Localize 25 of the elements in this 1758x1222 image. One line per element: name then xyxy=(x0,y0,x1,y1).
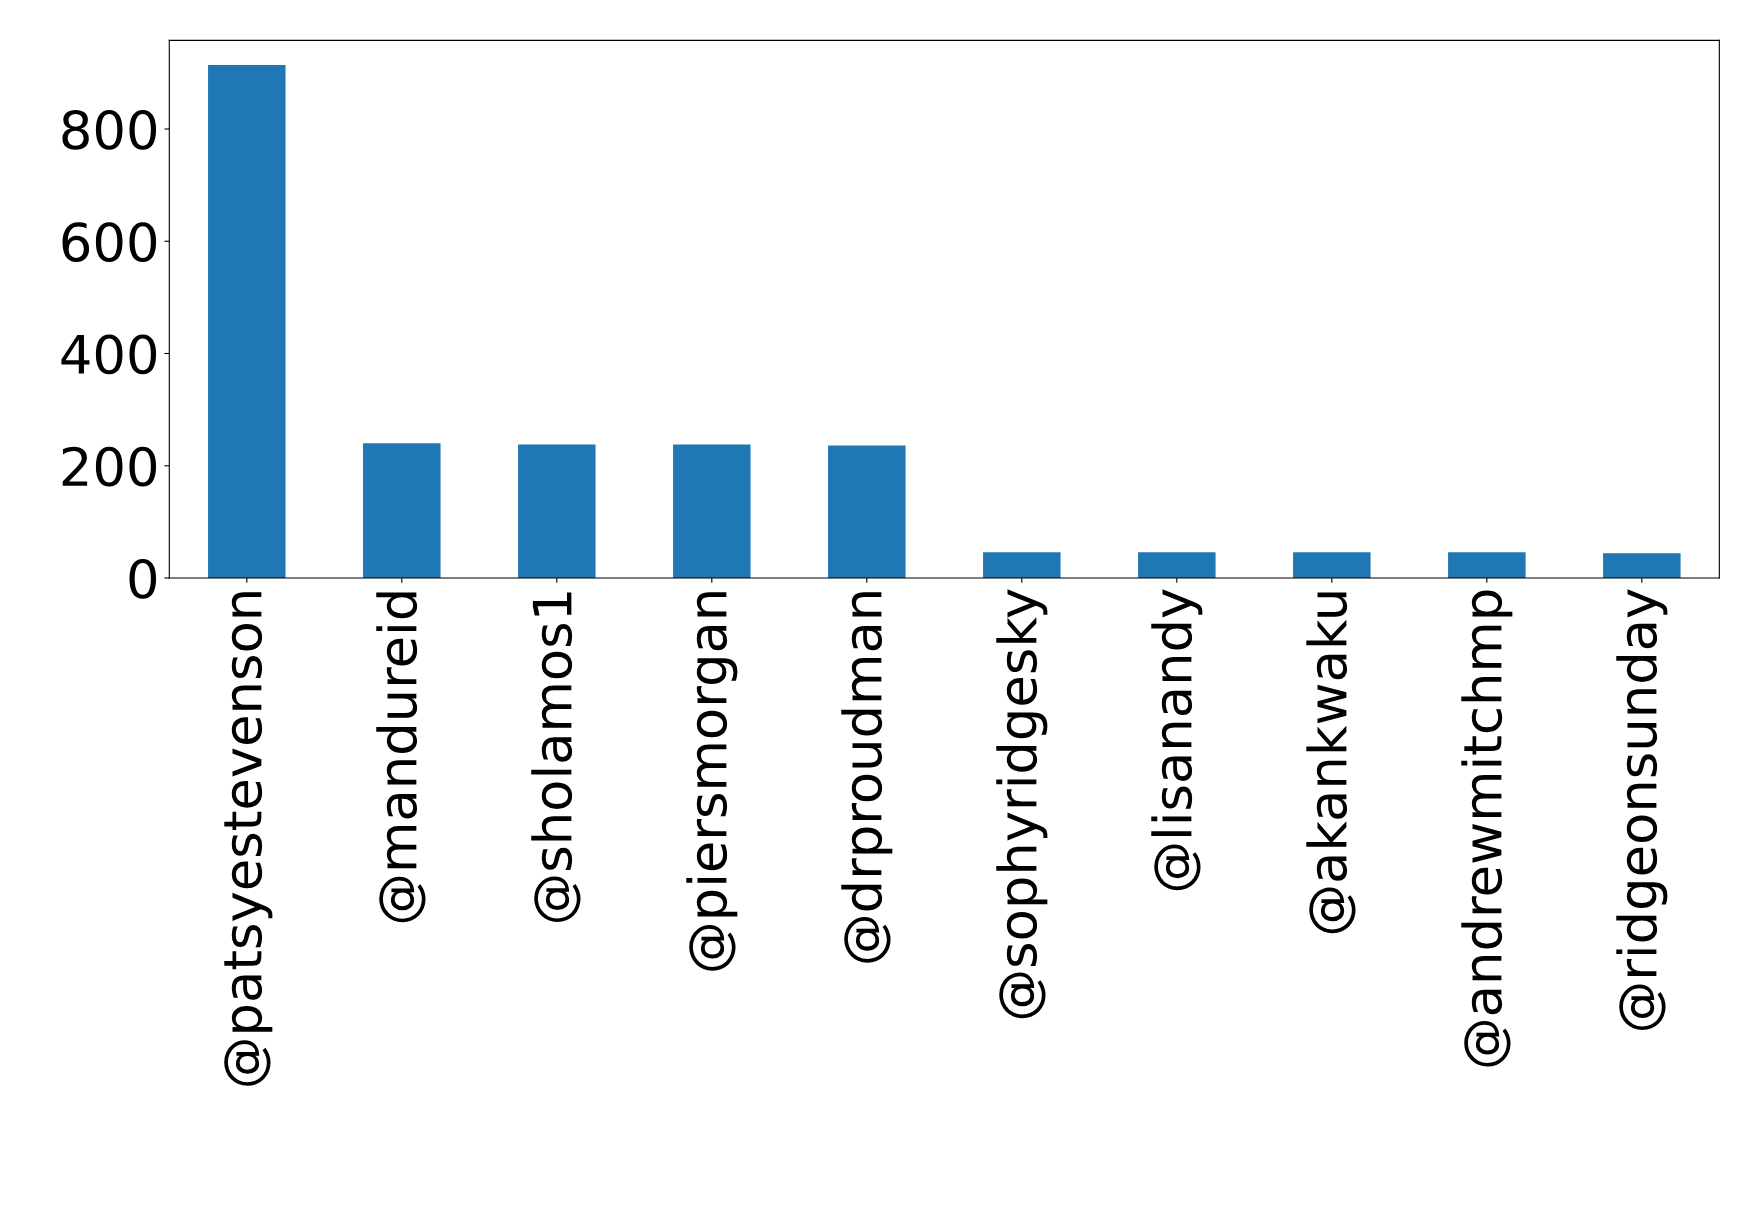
bar xyxy=(983,552,1061,579)
bar xyxy=(1603,553,1681,579)
y-tick-label: 400 xyxy=(61,334,157,375)
x-tick-label: @lisanandy xyxy=(1151,589,1203,891)
bar xyxy=(208,65,286,579)
x-tick-label: @mandureid xyxy=(376,592,426,923)
y-tick-label: 800 xyxy=(62,109,157,150)
x-tick-label: @sophyridgesky xyxy=(996,589,1048,1019)
bar xyxy=(1138,552,1216,579)
bar xyxy=(1293,552,1371,579)
x-tick-label: @andrewmitchmp xyxy=(1461,590,1513,1067)
y-tick-label: 0 xyxy=(129,558,157,599)
x-tick-label: @piersmorgan xyxy=(686,592,738,971)
bar xyxy=(363,443,441,579)
y-tick-label: 600 xyxy=(62,222,157,263)
x-tick-label: @ridgeonsunday xyxy=(1616,589,1668,1031)
bar xyxy=(828,445,906,579)
x-tick-label: @drproudman xyxy=(841,592,893,963)
x-tick-label: @akankwaku xyxy=(1306,592,1356,934)
bar xyxy=(518,444,596,579)
bar xyxy=(1448,552,1526,579)
y-tick-label: 200 xyxy=(62,446,157,487)
x-tick-label: @sholamos1 xyxy=(531,592,581,923)
x-tick-label: @patsyestevenson xyxy=(224,592,273,1086)
bar xyxy=(673,444,751,579)
